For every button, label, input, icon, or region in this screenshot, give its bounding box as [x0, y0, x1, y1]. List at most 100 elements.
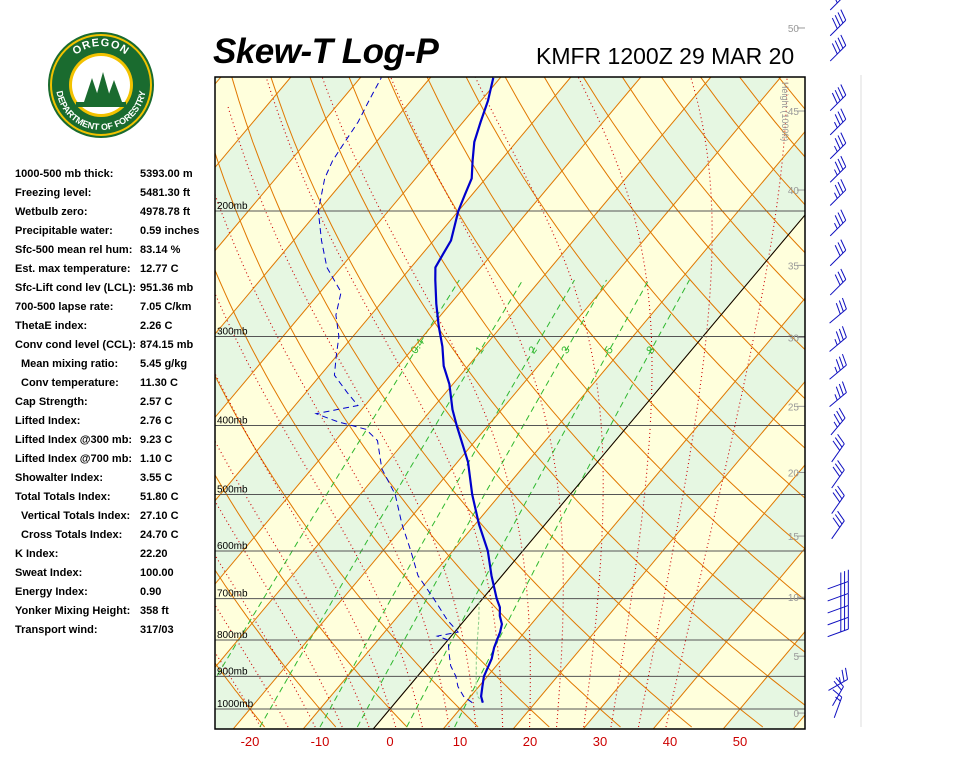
station-info: KMFR 1200Z 29 MAR 20 [536, 43, 795, 69]
index-value: 7.05 C/km [140, 301, 192, 313]
wind-barb-half [834, 338, 838, 346]
wind-barb-flag [847, 605, 849, 618]
isotherm [215, 77, 362, 252]
height-tick-label: 10 [788, 593, 800, 604]
index-label: Cap Strength: [15, 396, 88, 408]
wind-barb-flag [841, 353, 847, 366]
wind-barb-half [833, 421, 838, 428]
wind-barb-flag [834, 437, 843, 448]
dry-adiabat [874, 0, 960, 727]
mixing-ratio-line [319, 279, 575, 728]
index-value: 83.14 % [140, 244, 181, 256]
wind-barb-flag [834, 15, 841, 27]
wind-barb [829, 132, 847, 160]
dry-adiabat [215, 569, 337, 728]
moist-adiabat [215, 553, 316, 728]
isotherm [0, 77, 151, 729]
wind-barb-shaft [827, 628, 849, 638]
index-label: Sweat Index: [15, 567, 83, 579]
moist-adiabat [265, 77, 504, 727]
wind-barb-half [834, 192, 838, 199]
wind-barb-shaft [829, 45, 847, 62]
wind-barb-flag [847, 593, 849, 606]
index-label: Total Totals Index: [15, 491, 111, 503]
wind-barb-shaft [829, 0, 847, 11]
wind-barb-flag [840, 620, 842, 632]
dry-adiabat [426, 77, 805, 550]
isotherm [215, 77, 222, 85]
index-label: Energy Index: [15, 586, 88, 598]
wind-barb-flag [840, 209, 847, 221]
wind-barb-flag [835, 677, 844, 687]
wind-barb-flag [837, 212, 844, 224]
height-tick-label: 50 [788, 24, 800, 35]
wind-barb [827, 617, 849, 638]
wind-barb-flag [831, 92, 838, 104]
index-label: Conv temperature: [21, 377, 119, 389]
isotherm [0, 77, 81, 729]
pressure-label: 200mb [217, 201, 248, 212]
height-tick-label: 35 [788, 261, 800, 272]
moist-adiabat [215, 372, 397, 728]
isotherm [512, 380, 805, 729]
dry-adiabat [348, 77, 805, 653]
x-tick-label: 10 [453, 734, 467, 749]
wind-barb-shaft [832, 686, 844, 706]
wind-barb-half [834, 222, 838, 230]
wind-barb-flag [840, 84, 847, 96]
index-value: 5481.30 ft [140, 187, 191, 199]
wind-barb-half [835, 696, 841, 702]
plot-frame [214, 76, 806, 730]
wind-barb [829, 0, 847, 11]
wind-barb-shaft [829, 249, 847, 267]
index-label: ThetaE index: [15, 320, 88, 332]
wind-barb [827, 569, 849, 590]
index-label: Vertical Totals Index: [21, 510, 131, 522]
wind-barb [829, 209, 847, 237]
wind-barb-half [838, 677, 842, 684]
isotherm [442, 297, 805, 729]
index-label: 1000-500 mb thick: [15, 168, 114, 180]
wind-barb-flag [841, 326, 847, 338]
plot-area: 0.4 1 2 3 5 8200mb300mb400mb500mb600mb700mb80… [0, 0, 960, 729]
wind-barb-flag [847, 569, 849, 582]
wind-barb-flag [837, 135, 844, 147]
mixing-ratio-label: 5 [603, 344, 616, 356]
wind-barb-shaft [829, 219, 847, 237]
dry-adiabat [215, 151, 621, 728]
index-label: Yonker Mixing Height: [15, 605, 131, 617]
moist-adiabat [226, 104, 477, 728]
dry-adiabat [215, 662, 265, 728]
isotherm [215, 77, 572, 502]
wind-barb-shaft [829, 166, 847, 183]
wind-barb [827, 605, 849, 626]
height-tick-label: 20 [788, 468, 800, 479]
wind-barb [827, 593, 849, 614]
wind-barb-shaft [829, 308, 847, 324]
isotherm [215, 77, 432, 335]
index-label: Lifted Index: [15, 415, 81, 427]
dry-adiabat [504, 77, 805, 449]
wind-barb [829, 155, 847, 183]
wind-barb-flag [847, 581, 849, 594]
wind-barb [831, 460, 845, 489]
wind-barb-flag [838, 383, 844, 396]
mixing-ratio-label: 1 [473, 344, 486, 356]
wind-barb-flag [844, 571, 846, 583]
isotherm [652, 547, 805, 729]
index-label: Transport wind: [15, 624, 98, 636]
index-value: 4978.78 ft [140, 206, 191, 218]
index-label: Sfc-500 mean rel hum: [15, 244, 133, 256]
wind-barb-shaft [829, 336, 847, 352]
wind-barb [829, 353, 847, 380]
wind-barb-flag [837, 37, 844, 49]
index-label: Est. max temperature: [15, 263, 131, 275]
index-label: Wetbulb zero: [15, 206, 88, 218]
wind-barb [829, 239, 847, 267]
wind-barb-shaft [831, 520, 845, 540]
wind-barb-flag [834, 514, 843, 525]
dewpoint-trace [314, 77, 473, 704]
height-tick-label: 25 [788, 402, 800, 413]
wind-barb-flag [837, 510, 845, 522]
